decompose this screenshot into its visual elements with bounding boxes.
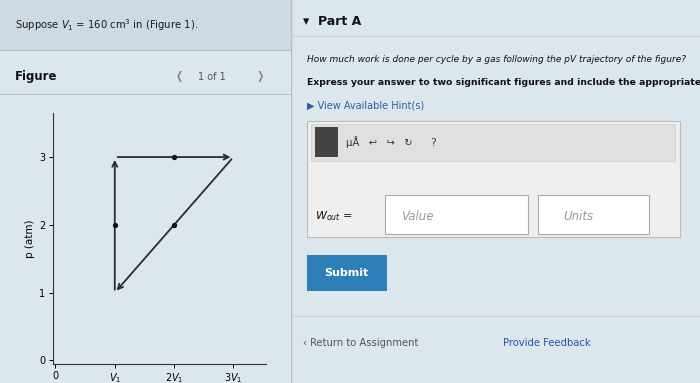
Bar: [311, 124, 676, 161]
Bar: [315, 127, 337, 157]
Text: ❭: ❭: [256, 71, 265, 82]
Text: Value: Value: [401, 210, 433, 223]
Bar: [307, 121, 680, 237]
Bar: [538, 195, 649, 234]
Text: Submit: Submit: [325, 268, 369, 278]
Y-axis label: p (atm): p (atm): [25, 219, 35, 258]
Text: ▶ View Available Hint(s): ▶ View Available Hint(s): [307, 100, 424, 110]
Bar: [307, 255, 386, 291]
Text: Suppose $V_1$ = 160 cm$^3$ in (Figure 1).: Suppose $V_1$ = 160 cm$^3$ in (Figure 1)…: [15, 17, 197, 33]
Bar: [0, 0, 290, 50]
Text: ▾  Part A: ▾ Part A: [303, 15, 361, 28]
Text: ‹ Return to Assignment: ‹ Return to Assignment: [303, 338, 418, 348]
Text: Provide Feedback: Provide Feedback: [503, 338, 591, 348]
Text: Units: Units: [563, 210, 593, 223]
Text: How much work is done per cycle by a gas following the pV trajectory of the figu: How much work is done per cycle by a gas…: [307, 55, 686, 64]
Bar: [385, 195, 528, 234]
Text: μÅ   ↩   ↪   ↻      ?: μÅ ↩ ↪ ↻ ?: [346, 136, 436, 148]
Text: ❬: ❬: [174, 71, 183, 82]
Text: 1 of 1: 1 of 1: [197, 72, 225, 82]
Text: Figure: Figure: [15, 70, 57, 83]
Text: Express your answer to two significant figures and include the appropriate units: Express your answer to two significant f…: [307, 78, 700, 87]
Text: $W_{out}$ =: $W_{out}$ =: [315, 210, 353, 223]
